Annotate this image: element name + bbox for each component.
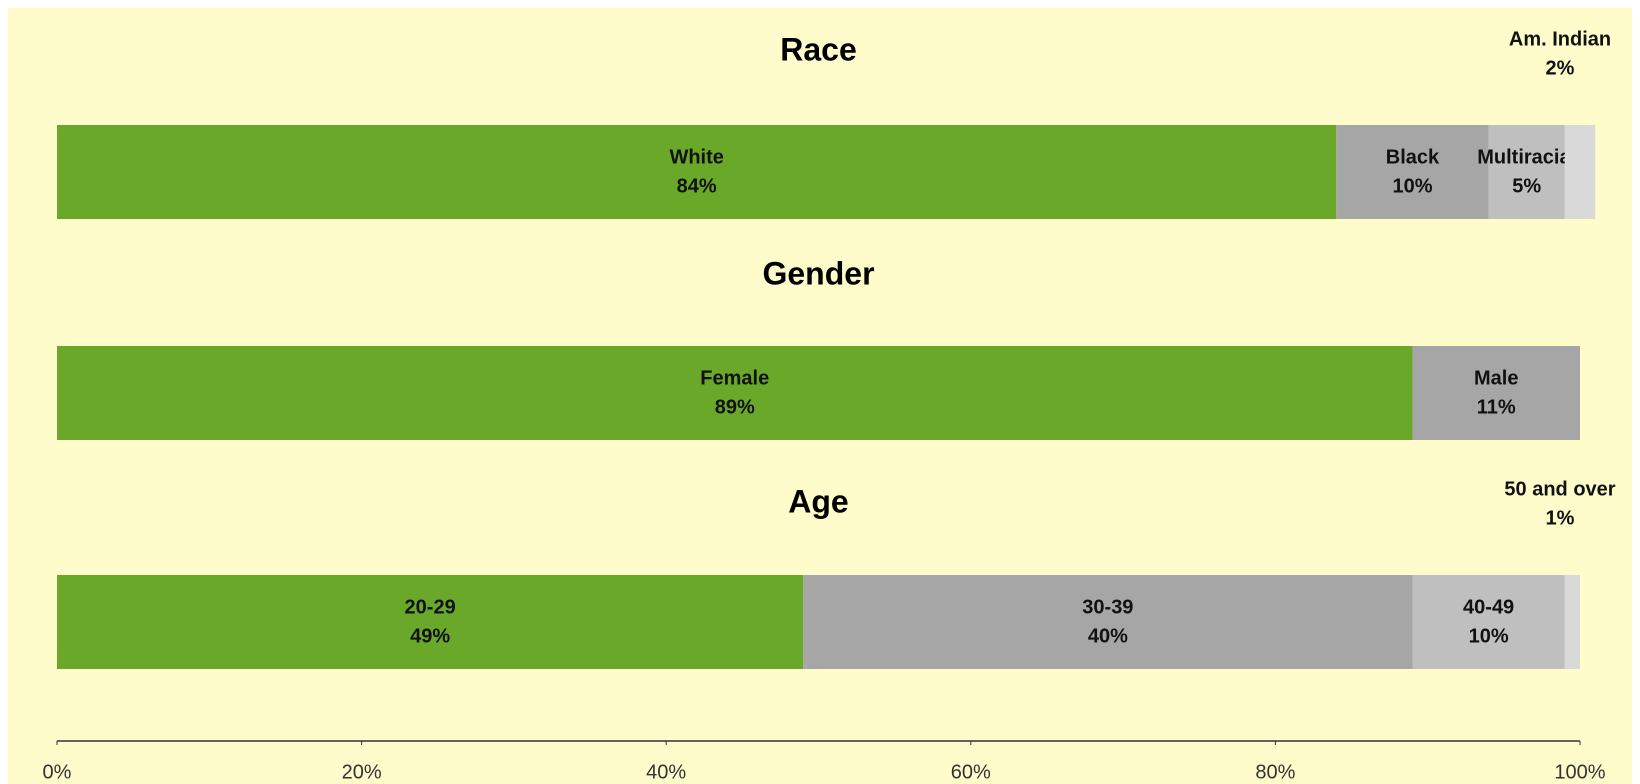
x-tick-label: 60% <box>951 761 991 783</box>
segment-value: 49% <box>410 625 450 647</box>
segment-label: Female <box>700 367 769 389</box>
bar-segment <box>1336 125 1489 219</box>
bar-segment <box>1564 575 1580 669</box>
bar-segment <box>803 575 1413 669</box>
segment-value: 2% <box>1546 57 1575 79</box>
bar-segment <box>1564 125 1596 219</box>
bar-segment <box>57 346 1413 440</box>
segment-label: White <box>669 146 723 168</box>
segment-value: 89% <box>715 396 755 418</box>
panel-title: Gender <box>762 255 874 291</box>
x-tick-label: 40% <box>646 761 686 783</box>
segment-value: 84% <box>677 175 717 197</box>
segment-label: 30-39 <box>1082 596 1133 618</box>
segment-label: Multiracial <box>1477 146 1576 168</box>
segment-label: 40-49 <box>1463 596 1514 618</box>
panel-title: Age <box>788 483 848 519</box>
segment-label: 50 and over <box>1504 478 1615 500</box>
x-tick-label: 80% <box>1255 761 1295 783</box>
bar-segment <box>1412 575 1565 669</box>
bar-segment <box>57 575 804 669</box>
segment-label: Male <box>1474 367 1518 389</box>
segment-value: 10% <box>1469 625 1509 647</box>
bar-segment <box>1488 125 1565 219</box>
segment-label: Black <box>1386 146 1440 168</box>
x-tick-label: 20% <box>342 761 382 783</box>
x-tick-label: 100% <box>1554 761 1605 783</box>
segment-value: 11% <box>1477 396 1516 418</box>
segment-value: 5% <box>1512 175 1541 197</box>
segment-value: 40% <box>1088 625 1128 647</box>
panel-title: Race <box>780 31 857 67</box>
x-tick-label: 0% <box>43 761 72 783</box>
bar-segment <box>1412 346 1580 440</box>
segment-value: 10% <box>1392 175 1432 197</box>
segment-label: Am. Indian <box>1509 28 1611 50</box>
segment-label: 20-29 <box>405 596 456 618</box>
bar-segment <box>57 125 1337 219</box>
segment-value: 1% <box>1546 507 1575 529</box>
